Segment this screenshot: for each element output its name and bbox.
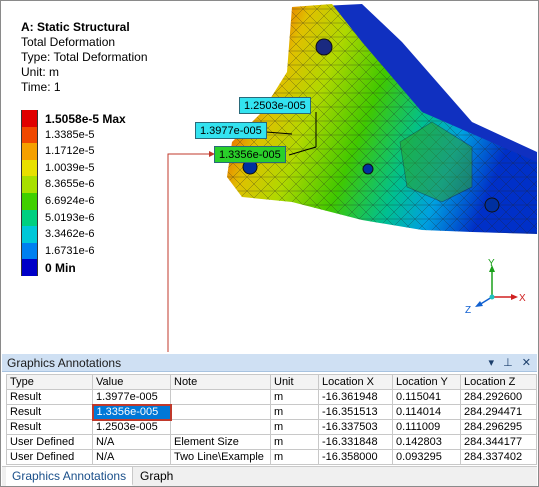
table-cell[interactable]: 0.114014	[392, 404, 461, 420]
column-header[interactable]: Unit	[270, 374, 319, 390]
table-cell[interactable]: m	[270, 449, 319, 465]
table-cell[interactable]: 1.2503e-005	[92, 419, 171, 435]
table-cell[interactable]: 1.3977e-005	[92, 389, 171, 405]
table-row[interactable]: Result 1.3356e-005 m -16.351513 0.114014 284.…	[6, 403, 537, 421]
table-cell[interactable]: Result	[6, 389, 93, 405]
table-cell[interactable]: Result	[6, 404, 93, 420]
legend-swatch	[21, 110, 38, 127]
table-row[interactable]: Result 1.2503e-005 m -16.337503 0.111009 284.…	[6, 419, 537, 435]
mesh-model[interactable]	[2, 2, 537, 352]
table-cell[interactable]: Two Line\Example	[170, 449, 271, 465]
legend-label: 1.1712e-5	[45, 145, 95, 158]
legend-label: 6.6924e-6	[45, 194, 95, 207]
panel-tabs: Graphics Annotations Graph	[2, 466, 537, 486]
result-time: Time: 1	[21, 80, 61, 94]
triad-z-label: Z	[465, 305, 471, 316]
column-header[interactable]: Value	[92, 374, 171, 390]
legend-swatch	[21, 226, 38, 243]
probe-value-3: 1.3356e-005	[219, 149, 281, 161]
table-cell[interactable]: User Defined	[6, 449, 93, 465]
table-cell[interactable]: m	[270, 404, 319, 420]
table-row[interactable]: Result 1.3977e-005 m -16.361948 0.115041 284.…	[6, 389, 537, 405]
table-cell[interactable]: 284.294471	[460, 404, 537, 420]
graphics-annotations-panel: Graphics Annotations ▾ ⊥ ✕ Type Value Note…	[2, 354, 537, 467]
table-cell[interactable]: 0.115041	[392, 389, 461, 405]
probe-label-2[interactable]: 1.3977e-005	[195, 122, 267, 139]
legend-label: 1.5058e-5 Max	[45, 112, 126, 126]
column-header[interactable]: Location Z	[460, 374, 537, 390]
table-cell[interactable]: Result	[6, 419, 93, 435]
legend-label: 1.0039e-5	[45, 161, 95, 174]
legend-swatch	[21, 259, 38, 276]
table-cell[interactable]: m	[270, 389, 319, 405]
dropdown-icon[interactable]: ▾	[488, 357, 495, 369]
triad-y-label: Y	[488, 258, 495, 269]
table-cell[interactable]: 0.093295	[392, 449, 461, 465]
graphics-viewport[interactable]: A: Static Structural Total Deformation T…	[2, 2, 537, 352]
legend-swatch	[21, 143, 38, 160]
analysis-title: A: Static Structural	[21, 20, 130, 34]
triad-x-label: X	[519, 293, 526, 304]
table-cell[interactable]: 284.292600	[460, 389, 537, 405]
legend-swatch	[21, 159, 38, 177]
table-cell[interactable]: User Defined	[6, 434, 93, 450]
legend-swatch	[21, 126, 38, 144]
table-cell[interactable]: 284.344177	[460, 434, 537, 450]
table-cell[interactable]: 0.111009	[392, 419, 461, 435]
table-cell[interactable]: N/A	[92, 449, 171, 465]
table-cell[interactable]: 0.142803	[392, 434, 461, 450]
annotations-table: Type Value Note Unit Location X Location Y Loc…	[6, 374, 537, 465]
pin-icon[interactable]: ⊥	[503, 357, 513, 369]
column-header[interactable]: Note	[170, 374, 271, 390]
legend-label: 8.3655e-6	[45, 178, 95, 191]
column-header[interactable]: Type	[6, 374, 93, 390]
table-cell[interactable]: -16.361948	[318, 389, 393, 405]
table-cell[interactable]: Element Size	[170, 434, 271, 450]
panel-header: Graphics Annotations ▾ ⊥ ✕	[2, 354, 537, 372]
panel-controls: ▾ ⊥ ✕	[483, 356, 531, 369]
table-cell[interactable]	[170, 419, 271, 435]
probe-label-3[interactable]: 1.3356e-005	[214, 146, 286, 163]
result-info: A: Static Structural Total Deformation T…	[21, 20, 148, 95]
close-icon[interactable]: ✕	[521, 357, 531, 369]
probe-value-2: 1.3977e-005	[200, 125, 262, 137]
legend-swatch	[21, 176, 38, 193]
legend-label: 1.6731e-6	[45, 244, 95, 257]
result-type: Type: Total Deformation	[21, 50, 148, 64]
table-cell[interactable]: 1.3356e-005	[91, 403, 172, 421]
tab-graph[interactable]: Graph	[140, 469, 174, 483]
legend-label: 5.0193e-6	[45, 211, 95, 224]
result-unit: Unit: m	[21, 65, 60, 79]
table-cell[interactable]	[170, 389, 271, 405]
panel-title: Graphics Annotations	[7, 356, 122, 370]
legend-label: 0 Min	[45, 261, 76, 276]
table-cell[interactable]: -16.337503	[318, 419, 393, 435]
column-header[interactable]: Location X	[318, 374, 393, 390]
table-cell[interactable]: m	[270, 434, 319, 450]
table-cell[interactable]: -16.331848	[318, 434, 393, 450]
probe-label-1[interactable]: 1.2503e-005	[239, 97, 311, 114]
table-cell[interactable]: -16.351513	[318, 404, 393, 420]
table-cell[interactable]: 284.337402	[460, 449, 537, 465]
legend-swatch	[21, 192, 38, 210]
probe-value-1: 1.2503e-005	[244, 100, 306, 112]
table-header-row: Type Value Note Unit Location X Location Y Loc…	[6, 374, 537, 390]
legend-label: 1.3385e-5	[45, 128, 95, 141]
axis-triad[interactable]: Y X Z	[459, 257, 529, 317]
column-header[interactable]: Location Y	[392, 374, 461, 390]
legend-swatch	[21, 209, 38, 227]
table-row[interactable]: User Defined N/A Two Line\Example m -16.3580…	[6, 449, 537, 465]
table-cell[interactable]: N/A	[92, 434, 171, 450]
legend-swatch	[21, 242, 38, 260]
table-cell[interactable]: m	[270, 419, 319, 435]
table-cell[interactable]	[170, 404, 271, 420]
table-cell[interactable]: -16.358000	[318, 449, 393, 465]
table-row[interactable]: User Defined N/A Element Size m -16.331848 0.…	[6, 434, 537, 450]
table-cell[interactable]: 284.296295	[460, 419, 537, 435]
tab-graphics-annotations[interactable]: Graphics Annotations	[6, 467, 134, 486]
result-name: Total Deformation	[21, 35, 116, 49]
legend-label: 3.3462e-6	[45, 228, 95, 241]
